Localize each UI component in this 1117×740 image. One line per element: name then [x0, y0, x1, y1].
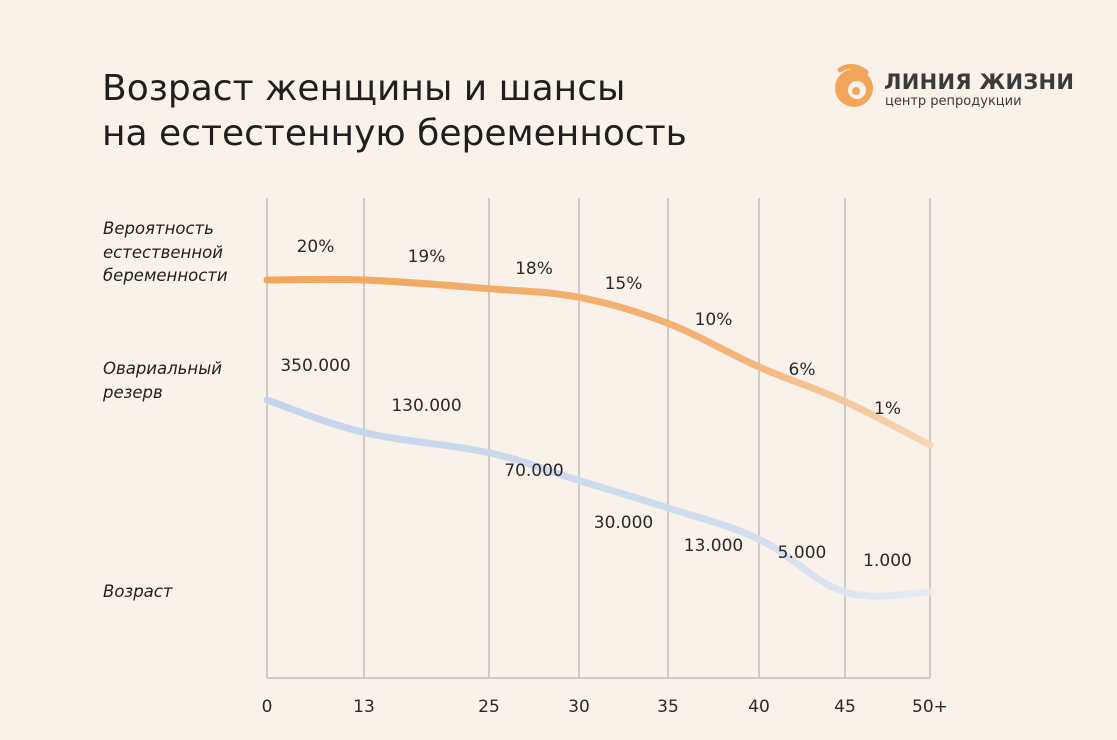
probability-data-label: 15% — [605, 274, 643, 294]
x-tick-label: 30 — [568, 697, 590, 717]
probability-data-label: 1% — [874, 399, 901, 419]
logo-mark-icon — [835, 64, 873, 107]
x-tick-label: 13 — [353, 697, 375, 717]
probability-data-label: 18% — [515, 259, 553, 279]
x-tick-label: 25 — [478, 697, 500, 717]
chart-title: Возраст женщины и шансы на естестенную б… — [102, 66, 687, 156]
reserve-data-label: 5.000 — [778, 543, 827, 563]
logo-name: ЛИНИЯ ЖИЗНИ — [884, 70, 1075, 94]
logo: ЛИНИЯ ЖИЗНИ центр репродукции — [832, 64, 1075, 114]
reserve-data-label: 30.000 — [594, 513, 653, 533]
reserve-data-label: 350.000 — [280, 356, 350, 376]
series-line-probability — [263, 275, 934, 449]
reserve-data-label: 1.000 — [863, 551, 912, 571]
x-tick-label: 40 — [748, 697, 770, 717]
x-tick-label: 0 — [262, 697, 273, 717]
label-age: Возраст — [103, 582, 173, 601]
reserve-data-label: 130.000 — [391, 396, 461, 416]
label-ovarian-reserve: Овариальный резерв — [103, 359, 222, 402]
x-tick-label: 50+ — [912, 697, 948, 717]
reserve-data-label: 70.000 — [504, 461, 563, 481]
x-tick-label: 35 — [657, 697, 679, 717]
logo-subtitle: центр репродукции — [885, 94, 1022, 109]
probability-data-label: 6% — [789, 360, 816, 380]
reserve-data-label: 13.000 — [684, 536, 743, 556]
label-probability: Вероятность естественной беременности — [103, 219, 228, 285]
title-line-1: Возраст женщины и шансы — [102, 68, 626, 109]
series-line-ovarian-reserve — [263, 396, 934, 600]
probability-data-label: 20% — [297, 237, 335, 257]
probability-data-label: 10% — [695, 310, 733, 330]
title-line-2: на естестенную беременность — [102, 113, 687, 154]
x-tick-label: 45 — [834, 697, 856, 717]
probability-data-label: 19% — [408, 247, 446, 267]
